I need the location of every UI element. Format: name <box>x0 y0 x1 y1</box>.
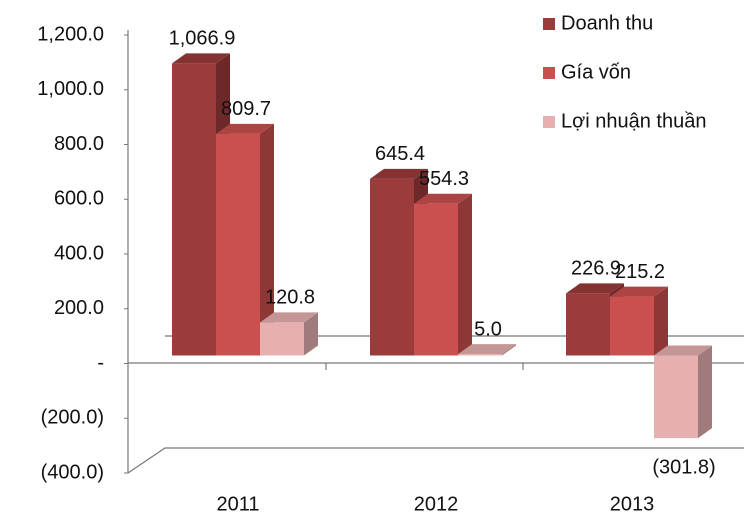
bar-face <box>654 355 698 439</box>
y-tick-label: 1,000.0 <box>37 78 104 100</box>
bar-face <box>610 286 668 297</box>
value-label: 809.7 <box>221 98 271 120</box>
value-label: 215.2 <box>615 261 665 283</box>
bar-face <box>216 133 260 356</box>
bar-face <box>172 53 230 64</box>
y-tick-label: 1,200.0 <box>37 23 104 45</box>
y-tick-label: 600.0 <box>54 188 104 210</box>
bar-face <box>458 193 472 356</box>
bar-face <box>502 344 516 356</box>
legend-label: Gía vốn <box>561 61 631 83</box>
bar <box>610 286 668 356</box>
y-tick-label: (400.0) <box>41 461 104 483</box>
bar-face <box>654 345 712 356</box>
bar-face <box>260 123 274 356</box>
value-label: 5.0 <box>474 318 502 340</box>
value-label: 1,066.9 <box>169 28 236 50</box>
y-tick-label: (200.0) <box>41 407 104 429</box>
bar-face <box>216 123 274 134</box>
legend-swatch <box>543 18 555 30</box>
value-label: 554.3 <box>419 168 469 190</box>
x-tick-label: 2011 <box>216 493 259 515</box>
bar <box>654 345 712 439</box>
bar-face <box>260 312 318 323</box>
y-tick-label: 200.0 <box>54 297 104 319</box>
bar <box>414 193 472 356</box>
x-tick-label: 2013 <box>610 493 655 515</box>
bar-face <box>172 63 216 356</box>
bar-face <box>698 345 712 439</box>
value-label: 120.8 <box>265 287 315 309</box>
x-tick-label: 2012 <box>414 493 459 515</box>
bar <box>260 312 318 356</box>
bar <box>458 344 516 356</box>
bar-face <box>610 296 654 356</box>
legend-swatch <box>543 116 555 128</box>
bar-face <box>414 203 458 356</box>
legend-label: Lợi nhuận thuần <box>561 110 706 132</box>
legend-label: Doanh thu <box>561 12 653 34</box>
value-label: 645.4 <box>375 143 425 165</box>
bar-face <box>370 178 414 356</box>
bar-face <box>414 193 472 204</box>
floor-plane <box>127 447 744 474</box>
y-tick-label: - <box>97 352 104 374</box>
value-label: (301.8) <box>652 456 715 478</box>
bar-face <box>458 344 516 355</box>
bar-face <box>458 354 502 356</box>
legend-swatch <box>543 67 555 79</box>
bar <box>216 123 274 356</box>
y-tick-label: 400.0 <box>54 242 104 264</box>
bar-face <box>260 322 304 356</box>
bar-face <box>304 312 318 356</box>
bar-face <box>370 168 428 179</box>
value-label: 226.9 <box>571 258 621 280</box>
bar-face <box>566 293 610 356</box>
bar-face <box>654 286 668 356</box>
y-tick-label: 800.0 <box>54 133 104 155</box>
bar-face <box>566 283 624 294</box>
